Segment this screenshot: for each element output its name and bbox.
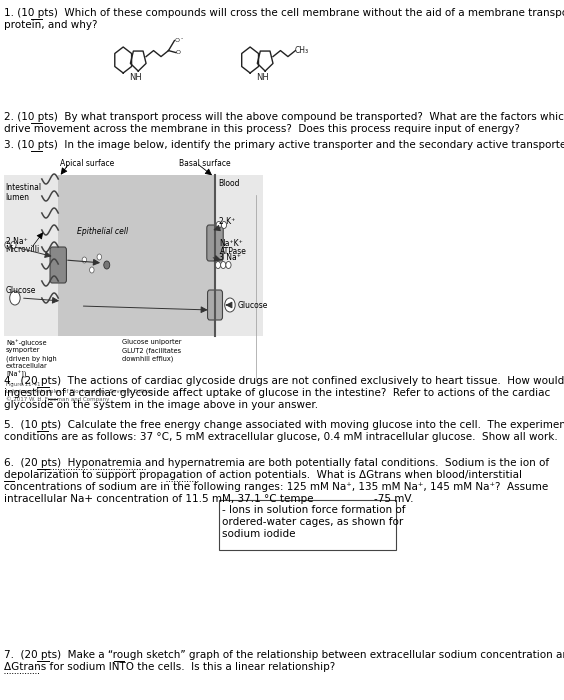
Circle shape — [224, 298, 235, 312]
Text: 3 Na⁺: 3 Na⁺ — [219, 253, 241, 262]
Text: 4.  (20 pts)  The actions of cardiac glycoside drugs are not confined exclusivel: 4. (20 pts) The actions of cardiac glyco… — [5, 376, 564, 386]
Text: Basal surface: Basal surface — [179, 159, 231, 168]
FancyBboxPatch shape — [50, 247, 67, 283]
Text: 1. (10 pts)  Which of these compounds will cross the cell membrane without the a: 1. (10 pts) Which of these compounds wil… — [5, 8, 564, 18]
Text: Glucose uniporter: Glucose uniporter — [122, 339, 181, 345]
Text: (driven by high: (driven by high — [6, 355, 57, 361]
Circle shape — [104, 261, 110, 269]
FancyBboxPatch shape — [208, 290, 222, 320]
Circle shape — [5, 241, 10, 248]
Text: NH: NH — [257, 73, 269, 82]
Text: -: - — [180, 36, 183, 41]
Text: conditions are as follows: 37 °C, 5 mM extracellular glucose, 0.4 mM intracellul: conditions are as follows: 37 °C, 5 mM e… — [5, 432, 558, 442]
Text: Glucose: Glucose — [6, 286, 36, 295]
Text: Lehninger Principles of Biochemistry, Seventh Edition: Lehninger Principles of Biochemistry, Se… — [6, 389, 153, 394]
Text: 2. (10 pts)  By what transport process will the above compound be transported?  : 2. (10 pts) By what transport process wi… — [5, 112, 564, 122]
Text: O: O — [174, 38, 179, 43]
Circle shape — [221, 262, 226, 269]
Text: Na⁺K⁺: Na⁺K⁺ — [219, 239, 243, 248]
Text: extracellular: extracellular — [6, 363, 48, 369]
Text: ordered-water cages, as shown for: ordered-water cages, as shown for — [222, 517, 404, 527]
Text: Intestinal: Intestinal — [5, 183, 41, 192]
Text: Apical surface: Apical surface — [60, 159, 114, 168]
Text: 6.  (20 pts)  Hyponatremia and hypernatremia are both potentially fatal conditio: 6. (20 pts) Hyponatremia and hypernatrem… — [5, 458, 549, 468]
Text: concentrations of sodium are in the following ranges: 125 mM Na⁺, 135 mM Na⁺, 14: concentrations of sodium are in the foll… — [5, 482, 549, 492]
Text: 7.  (20 pts)  Make a “rough sketch” graph of the relationship between extracellu: 7. (20 pts) Make a “rough sketch” graph … — [5, 650, 564, 660]
Text: O: O — [176, 50, 181, 55]
Text: protein, and why?: protein, and why? — [5, 20, 98, 30]
Circle shape — [97, 254, 102, 260]
Text: -75 mV.: -75 mV. — [374, 494, 413, 504]
Bar — [219, 500, 396, 550]
Circle shape — [226, 262, 231, 269]
Text: glycoside on the system in the image above in your answer.: glycoside on the system in the image abo… — [5, 400, 319, 410]
Circle shape — [10, 291, 20, 305]
Bar — [215, 175, 263, 336]
Circle shape — [216, 221, 221, 228]
Text: NH: NH — [129, 73, 142, 82]
Text: 5.  (10 pts)  Calculate the free energy change associated with moving glucose in: 5. (10 pts) Calculate the free energy ch… — [5, 420, 564, 430]
Text: lumen: lumen — [5, 193, 29, 202]
Text: ingestion of a cardiac glycoside affect uptake of glucose in the intestine?  Ref: ingestion of a cardiac glycoside affect … — [5, 388, 550, 398]
Text: Glucose: Glucose — [237, 301, 268, 310]
Text: ATPase: ATPase — [219, 247, 246, 256]
Text: drive movement across the membrane in this process?  Does this process require i: drive movement across the membrane in th… — [5, 124, 521, 134]
Text: 3. (10 pts)  In the image below, identify the primary active transporter and the: 3. (10 pts) In the image below, identify… — [5, 140, 564, 150]
Text: Figure 11-41: Figure 11-41 — [6, 382, 41, 387]
Text: [Na⁺]): [Na⁺]) — [6, 371, 27, 379]
Bar — [5, 175, 58, 336]
Text: ΔGtrans for sodium INTO the cells.  Is this a linear relationship?: ΔGtrans for sodium INTO the cells. Is th… — [5, 662, 336, 672]
Text: 2 K⁺: 2 K⁺ — [219, 217, 236, 226]
Text: depolarization to support propagation of action potentials.  What is ΔGtrans whe: depolarization to support propagation of… — [5, 470, 522, 480]
Circle shape — [11, 241, 16, 248]
Text: Epithelial cell: Epithelial cell — [77, 227, 128, 236]
Text: 2 Na⁺: 2 Na⁺ — [6, 237, 28, 246]
Text: Na⁺-glucose: Na⁺-glucose — [6, 339, 47, 346]
Circle shape — [215, 262, 221, 269]
FancyBboxPatch shape — [207, 225, 223, 261]
Circle shape — [221, 221, 227, 228]
Bar — [58, 175, 215, 336]
Text: Microvilli: Microvilli — [5, 245, 39, 254]
Text: Blood: Blood — [218, 179, 240, 188]
Text: downhill efflux): downhill efflux) — [122, 355, 173, 361]
Text: intracellular Na+ concentration of 11.5 mM, 37.1 °C tempe: intracellular Na+ concentration of 11.5 … — [5, 494, 314, 504]
Text: GLUT2 (facilitates: GLUT2 (facilitates — [122, 347, 181, 354]
Text: CH₃: CH₃ — [294, 46, 309, 55]
Text: © 2017 W. H. Freeman and Company: © 2017 W. H. Freeman and Company — [6, 396, 109, 402]
Circle shape — [90, 267, 94, 273]
Text: sodium iodide: sodium iodide — [222, 529, 296, 539]
Text: symporter: symporter — [6, 347, 41, 353]
Circle shape — [82, 257, 87, 263]
Text: - Ions in solution force formation of: - Ions in solution force formation of — [222, 505, 406, 515]
